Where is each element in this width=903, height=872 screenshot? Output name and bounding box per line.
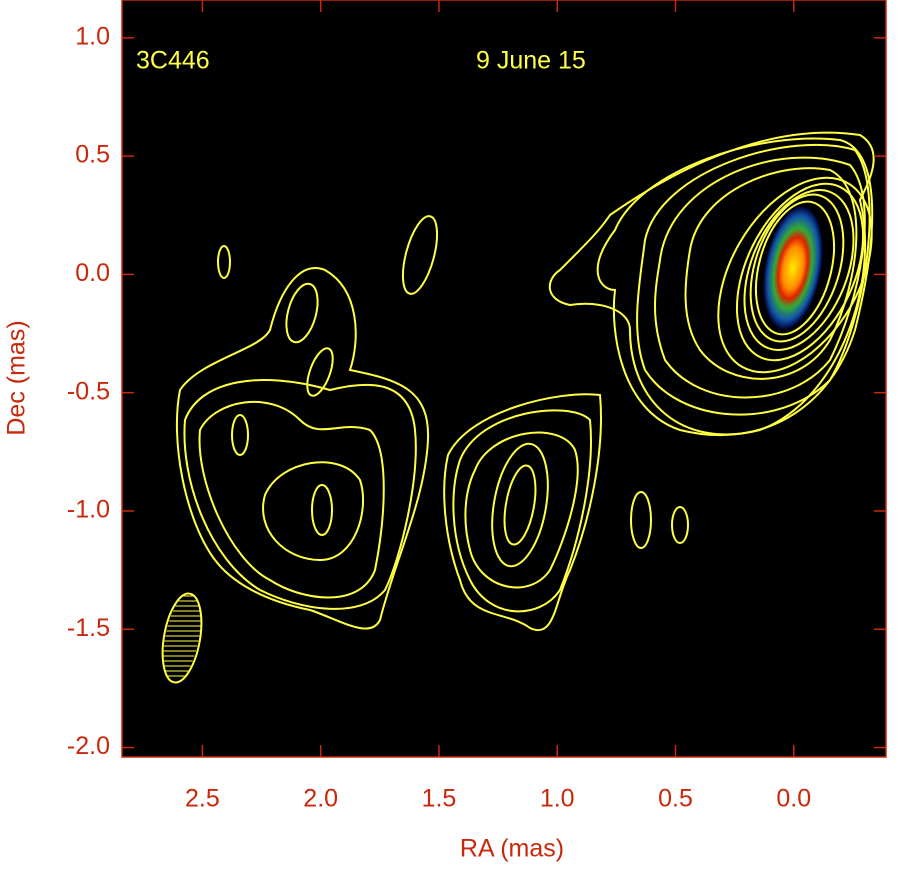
contour — [306, 347, 334, 397]
beam — [161, 592, 203, 684]
contour — [491, 442, 549, 568]
contour — [671, 506, 689, 544]
contour — [285, 282, 319, 344]
y-tick-label: -0.5 — [67, 377, 110, 405]
y-tick-label: 1.0 — [75, 22, 110, 50]
contour — [755, 200, 835, 336]
contour — [749, 193, 845, 343]
left-contours — [175, 215, 689, 630]
x-tick-label: 2.0 — [303, 785, 338, 813]
x-tick-label: 0.0 — [776, 785, 811, 813]
mid-contours — [443, 393, 602, 632]
contour — [311, 484, 333, 536]
x-tick-label: 1.5 — [422, 785, 457, 813]
contour — [743, 189, 855, 351]
y-tick-label: 0.5 — [75, 141, 110, 169]
contour — [548, 131, 875, 436]
contour — [183, 379, 417, 610]
contour — [443, 393, 602, 632]
core-image — [763, 206, 823, 330]
contour — [684, 167, 858, 380]
contour — [654, 156, 866, 399]
y-tick-label: -1.5 — [67, 614, 110, 642]
x-tick-label: 2.5 — [185, 785, 220, 813]
date-label: 9 June 15 — [476, 47, 586, 75]
contour — [401, 215, 439, 295]
contour — [503, 464, 537, 546]
contour — [262, 461, 365, 562]
y-tick-label: -1.0 — [67, 496, 110, 524]
x-axis-label: RA (mas) — [460, 835, 564, 863]
contour — [636, 143, 871, 416]
contour — [630, 491, 652, 549]
y-tick-label: -2.0 — [67, 732, 110, 760]
y-axis-label: Dec (mas) — [3, 320, 31, 435]
contour — [217, 245, 231, 279]
x-tick-label: 1.0 — [540, 785, 575, 813]
y-tick-label: 0.0 — [75, 259, 110, 287]
contours — [161, 131, 875, 684]
contour — [231, 414, 249, 456]
contour — [452, 409, 592, 613]
contour — [175, 267, 430, 630]
contour — [735, 182, 865, 362]
contour — [596, 137, 874, 437]
source-label: 3C446 — [136, 47, 210, 75]
contour — [464, 431, 579, 589]
plot-frame — [121, 0, 887, 758]
x-tick-label: 0.5 — [658, 785, 693, 813]
core-contours — [548, 131, 875, 437]
contour — [198, 400, 385, 599]
